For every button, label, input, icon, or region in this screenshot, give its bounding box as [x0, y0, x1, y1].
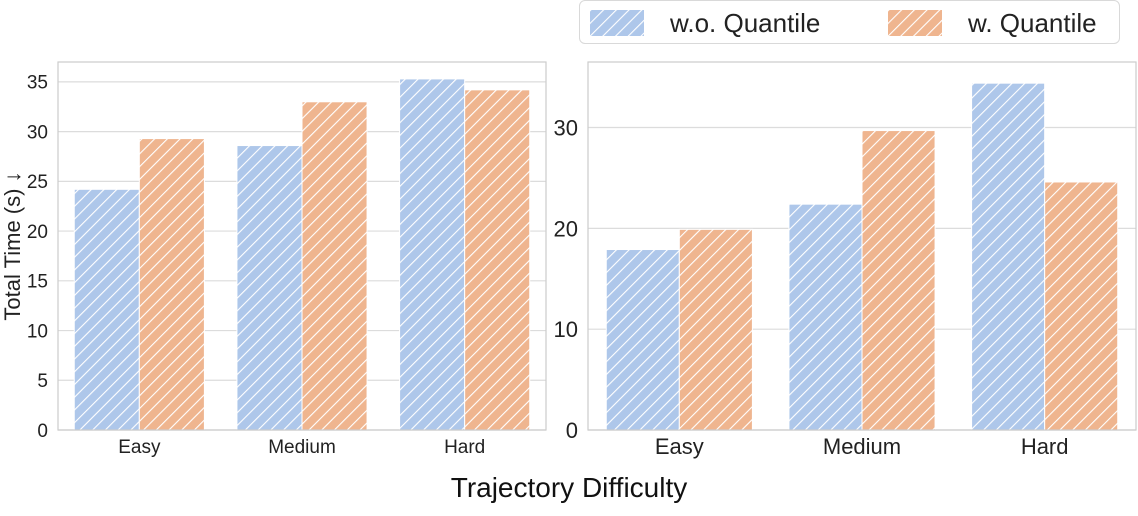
right-chart-panel: 0 10 20 30 Easy Medium Hard	[554, 61, 1137, 459]
x-category-label: Medium	[823, 434, 901, 459]
y-tick-label: 35	[27, 73, 48, 94]
y-tick-label: 15	[27, 272, 48, 293]
y-tick-label: 5	[37, 371, 48, 392]
bar-w-quantile-medium	[861, 130, 936, 431]
legend-swatch-w-quantile	[888, 10, 942, 36]
left-chart-panel: 0 5 10 15 20 25 30 35 Easy Medium Hard Total Time (…	[0, 61, 547, 458]
legend-item-w-o-quantile: w.o. Quantile	[590, 8, 820, 38]
bar-w-quantile-easy	[138, 138, 205, 431]
bar-w-quantile-hard	[464, 89, 531, 431]
y-tick-label: 20	[27, 222, 48, 243]
x-category-label: Easy	[118, 437, 161, 458]
y-tick-label: 10	[27, 321, 48, 342]
x-axis-title: Trajectory Difficulty	[450, 472, 688, 503]
y-tick-label: 30	[27, 122, 48, 143]
x-category-label: Medium	[268, 437, 336, 458]
y-tick-label: 20	[554, 216, 578, 241]
legend-label-w-quantile: w. Quantile	[968, 7, 1097, 38]
bar-w-o-quantile-hard	[971, 82, 1046, 431]
x-category-label: Hard	[444, 437, 485, 458]
y-tick-label: 0	[566, 418, 578, 443]
legend-label-w-o-quantile: w.o. Quantile	[670, 7, 821, 38]
bar-w-o-quantile-easy	[73, 188, 140, 431]
y-axis-title: Total Time (s) ↓	[0, 171, 25, 320]
legend: w.o. Quantile w. Quantile	[579, 0, 1120, 44]
y-tick-label: 10	[554, 317, 578, 342]
legend-swatch-w-o-quantile	[590, 10, 644, 36]
y-tick-label: 25	[27, 172, 48, 193]
bar-w-o-quantile-medium	[236, 145, 303, 431]
y-tick-label: 30	[554, 115, 578, 140]
x-category-label: Hard	[1021, 434, 1069, 459]
bar-w-o-quantile-easy	[605, 249, 680, 431]
plot-frame	[57, 61, 547, 431]
bar-w-quantile-medium	[301, 101, 368, 431]
bar-w-o-quantile-medium	[788, 203, 863, 431]
plot-frame	[587, 61, 1137, 431]
bar-w-quantile-easy	[678, 228, 753, 431]
y-tick-label: 0	[37, 421, 48, 442]
legend-item-w-quantile: w. Quantile	[888, 8, 1097, 38]
x-category-label: Easy	[655, 434, 704, 459]
bar-w-quantile-hard	[1044, 181, 1119, 431]
bar-w-o-quantile-hard	[399, 78, 466, 431]
